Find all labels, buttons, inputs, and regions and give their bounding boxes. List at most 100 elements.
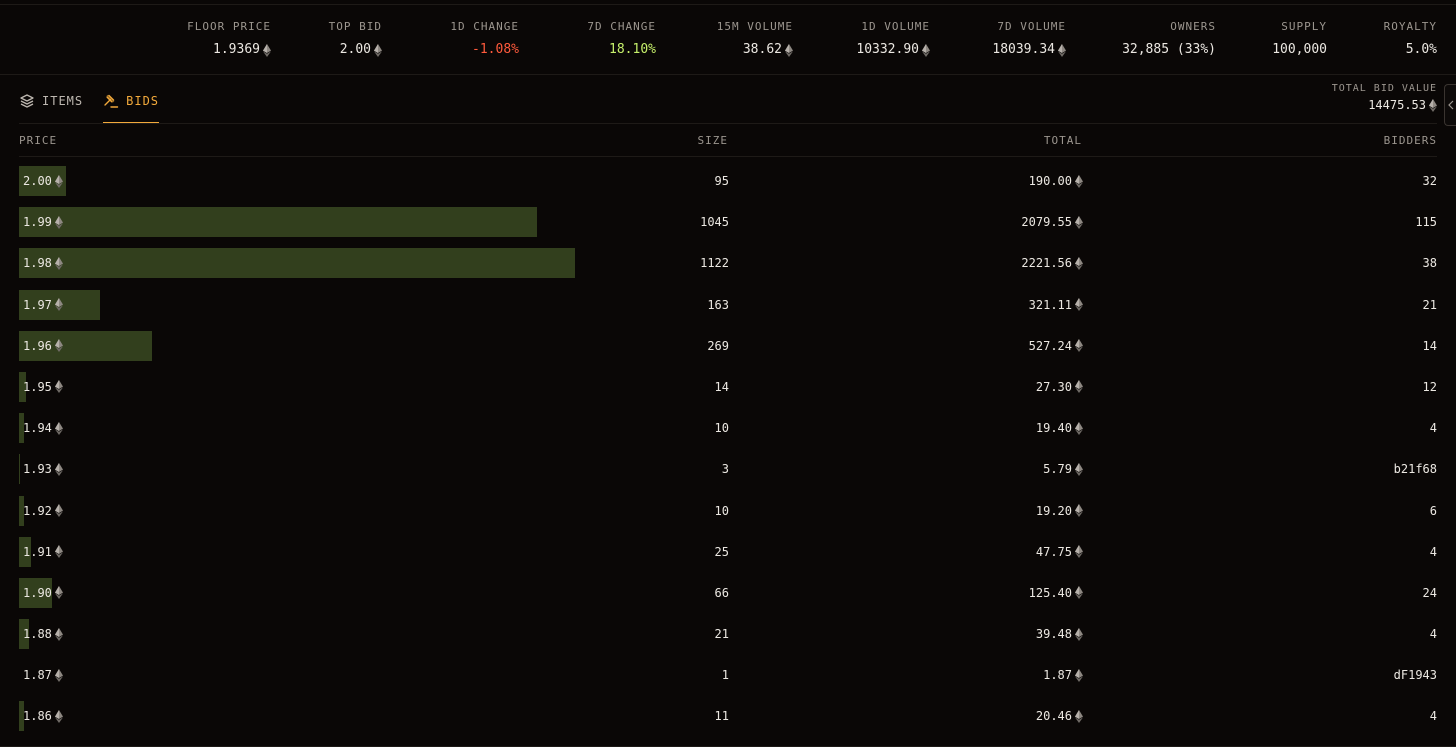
table-row[interactable]: 1.87 1 1.87 dF1943 xyxy=(0,654,1456,695)
bid-bidders: 4 xyxy=(1429,627,1437,642)
bid-total: 19.20 xyxy=(1036,503,1083,519)
tab-bids[interactable]: BIDS xyxy=(103,90,159,124)
bid-price: 1.95 xyxy=(23,379,63,395)
bid-total: 20.46 xyxy=(1036,708,1083,724)
bid-price: 1.97 xyxy=(23,297,63,313)
bid-bidders: 4 xyxy=(1429,709,1437,724)
bid-bidders: 12 xyxy=(1422,379,1437,394)
bid-price: 2.00 xyxy=(23,173,63,189)
bid-size: 1045 xyxy=(700,215,729,230)
eth-icon xyxy=(1075,298,1083,312)
bid-total-text: 19.40 xyxy=(1035,421,1072,436)
collapse-panel-button[interactable] xyxy=(1444,84,1456,126)
table-row[interactable]: 2.00 95 190.00 32 xyxy=(0,160,1456,201)
eth-icon xyxy=(1075,256,1083,270)
stat-1d-volume: 1D VOLUME 10332.90 xyxy=(856,20,930,58)
stat-value: 10332.90 xyxy=(856,42,930,58)
eth-icon xyxy=(1075,545,1083,559)
bid-total: 47.75 xyxy=(1036,544,1083,560)
top-divider xyxy=(0,4,1456,5)
bid-total-text: 125.40 xyxy=(1028,585,1072,600)
depth-bar xyxy=(19,413,24,444)
stat-label: SUPPLY xyxy=(1281,20,1327,33)
depth-bar xyxy=(19,330,152,361)
table-row[interactable]: 1.95 14 27.30 12 xyxy=(0,366,1456,407)
bid-price: 1.99 xyxy=(23,214,63,230)
bid-price-text: 1.88 xyxy=(23,627,52,642)
stat-value-text: 18039.34 xyxy=(992,42,1055,57)
column-header-size[interactable]: SIZE xyxy=(697,134,728,147)
stat-label: 7D CHANGE xyxy=(587,20,656,33)
bid-price-text: 1.98 xyxy=(23,256,52,271)
table-row[interactable]: 1.99 1045 2079.55 115 xyxy=(0,201,1456,242)
table-row[interactable]: 1.96 269 527.24 14 xyxy=(0,325,1456,366)
bid-size: 269 xyxy=(707,338,729,353)
table-row[interactable]: 1.97 163 321.11 21 xyxy=(0,284,1456,325)
stat-value-text: 38.62 xyxy=(742,42,782,57)
bid-total: 125.40 xyxy=(1029,585,1083,601)
tab-items-label: ITEMS xyxy=(42,94,84,108)
column-header-price[interactable]: PRICE xyxy=(19,134,58,147)
table-row[interactable]: 1.93 3 5.79 b21f68 xyxy=(0,448,1456,489)
eth-icon xyxy=(54,627,63,641)
bid-size: 11 xyxy=(714,709,729,724)
stat-value-text: 18.10% xyxy=(609,42,656,57)
bid-total: 1.87 xyxy=(1043,667,1083,683)
bids-table: 2.00 95 190.00 32 1.99 1045 2079.55 115 … xyxy=(0,160,1456,737)
stat-value-text: 10332.90 xyxy=(856,42,919,57)
eth-icon xyxy=(1075,709,1083,723)
eth-icon xyxy=(54,215,63,229)
depth-bar xyxy=(19,495,24,526)
eth-icon xyxy=(263,43,271,57)
stat-label: 1D CHANGE xyxy=(450,20,519,33)
depth-bar xyxy=(19,701,24,732)
table-row[interactable]: 1.98 1122 2221.56 38 xyxy=(0,242,1456,283)
bid-price-text: 1.91 xyxy=(23,544,52,559)
collection-stats-bar: FLOOR PRICE 1.9369 TOP BID 2.00 1D CHANG… xyxy=(0,0,1456,75)
bid-bidders: 32 xyxy=(1422,174,1437,188)
bid-price: 1.93 xyxy=(23,461,63,477)
tab-items[interactable]: ITEMS xyxy=(19,90,83,112)
bid-total-text: 5.79 xyxy=(1043,462,1072,477)
stat-value: 18.10% xyxy=(587,42,656,58)
table-row[interactable]: 1.94 10 19.40 4 xyxy=(0,407,1456,448)
bid-size: 25 xyxy=(714,544,729,559)
bid-total-text: 47.75 xyxy=(1035,544,1072,559)
bid-bidders: 38 xyxy=(1422,256,1437,271)
view-tabs: ITEMS BIDS xyxy=(19,90,159,124)
bid-size: 1122 xyxy=(700,256,729,271)
table-row[interactable]: 1.88 21 39.48 4 xyxy=(0,613,1456,654)
eth-icon xyxy=(54,421,63,435)
table-row[interactable]: 1.86 11 20.46 4 xyxy=(0,695,1456,736)
bid-price: 1.86 xyxy=(23,708,63,724)
bid-bidders: 4 xyxy=(1429,544,1437,559)
eth-icon xyxy=(922,43,930,57)
table-row[interactable]: 1.90 66 125.40 24 xyxy=(0,572,1456,613)
column-header-total[interactable]: TOTAL xyxy=(1043,134,1082,147)
table-row[interactable]: 1.91 25 47.75 4 xyxy=(0,531,1456,572)
eth-icon xyxy=(1075,668,1083,682)
column-header-bidders[interactable]: BIDDERS xyxy=(1383,134,1437,147)
bid-price: 1.90 xyxy=(23,585,63,601)
header-divider xyxy=(19,123,1437,124)
stat-value-text: 1.9369 xyxy=(213,42,260,57)
bid-price-text: 2.00 xyxy=(23,174,52,188)
eth-icon xyxy=(1075,380,1083,394)
bid-size: 1 xyxy=(721,668,729,683)
eth-icon xyxy=(1058,43,1066,57)
bid-price: 1.91 xyxy=(23,544,63,560)
table-row[interactable]: 1.92 10 19.20 6 xyxy=(0,490,1456,531)
bid-price: 1.94 xyxy=(23,420,63,436)
bid-price-text: 1.86 xyxy=(23,709,52,724)
eth-icon xyxy=(1075,339,1083,353)
bid-price-text: 1.94 xyxy=(23,421,52,436)
stat-value-text: 2.00 xyxy=(339,42,371,57)
bid-price-text: 1.97 xyxy=(23,297,52,312)
eth-icon xyxy=(54,174,63,188)
eth-icon xyxy=(54,298,63,312)
depth-bar xyxy=(19,371,26,402)
bid-total-text: 527.24 xyxy=(1028,338,1072,353)
eth-icon xyxy=(54,545,63,559)
eth-icon xyxy=(54,462,63,476)
eth-icon xyxy=(1075,421,1083,435)
